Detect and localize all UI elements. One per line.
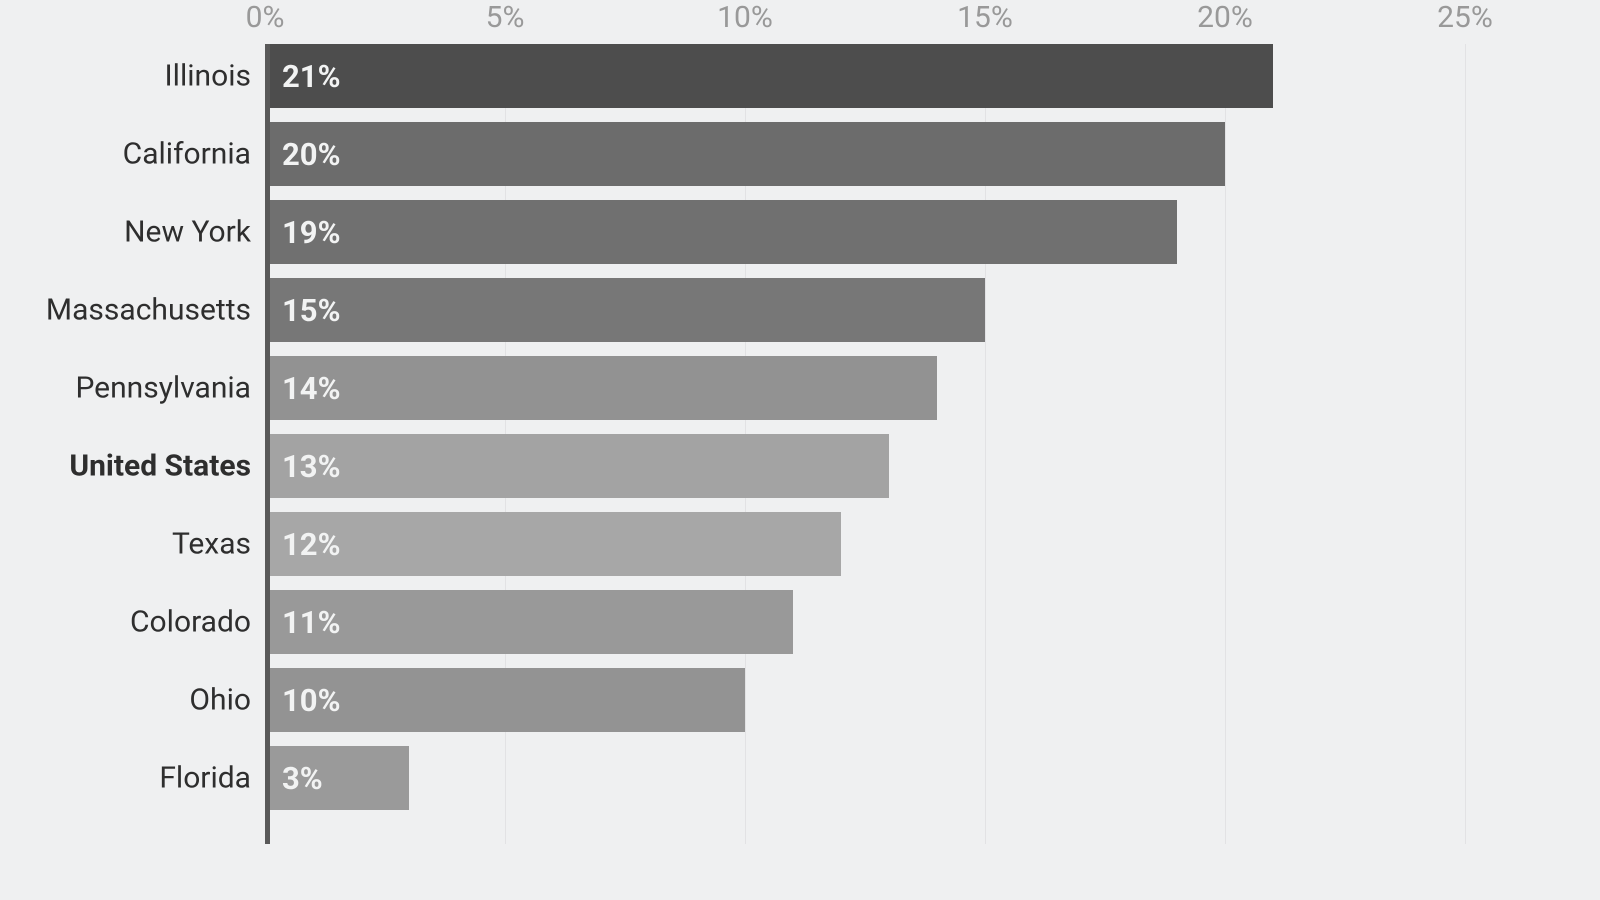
x-tick-label: 0% [246,0,285,35]
bar: 15% [270,278,985,342]
bar: 20% [270,122,1225,186]
bar-row: Florida3% [265,746,1465,810]
bar-row: Texas12% [265,512,1465,576]
y-axis-label: Texas [172,527,251,562]
bar: 14% [270,356,937,420]
bar-value-label: 20% [282,136,341,173]
y-axis-label: Ohio [189,683,251,718]
bar: 3% [270,746,409,810]
bar-value-label: 10% [282,682,341,719]
y-axis-label: Illinois [165,59,252,94]
y-axis-label: Florida [159,761,251,796]
x-tick-label: 25% [1437,0,1493,35]
bar-chart: 0%5%10%15%20%25% Illinois21%California20… [0,0,1600,900]
bar-row: Illinois21% [265,44,1465,108]
plot-area: Illinois21% California20% New York19% Massa… [265,44,1465,844]
bar-row: Ohio10% [265,668,1465,732]
x-tick-label: 20% [1197,0,1253,35]
bar: 13% [270,434,889,498]
x-tick-label: 5% [486,0,525,35]
bar-value-label: 13% [282,448,341,485]
gridline [1465,44,1466,844]
x-axis-top: 0% 5% 10% 15% 20% 25% [0,0,1600,44]
y-axis-label: California [123,137,251,172]
bar-row: Colorado11% [265,590,1465,654]
bar-value-label: 11% [282,604,341,641]
y-axis-label: New York [124,215,251,250]
bar-row: United States13% [265,434,1465,498]
bar-value-label: 19% [282,214,341,251]
y-axis-label: Pennsylvania [75,371,251,406]
bar-row: New York19% [265,200,1465,264]
bar-row: Pennsylvania14% [265,356,1465,420]
bar-value-label: 14% [282,370,341,407]
x-tick-label: 10% [717,0,773,35]
bar: 21% [270,44,1273,108]
bar-value-label: 21% [282,58,341,95]
bar-value-label: 3% [282,760,323,797]
bar-value-label: 12% [282,526,341,563]
bar-row: California20% [265,122,1465,186]
bar-row: Massachusetts15% [265,278,1465,342]
bar-value-label: 15% [282,292,341,329]
bar: 10% [270,668,745,732]
y-axis-label: Massachusetts [46,293,251,328]
x-tick-label: 15% [957,0,1013,35]
bar: 12% [270,512,841,576]
y-axis-label: United States [69,449,251,484]
y-axis-line [265,44,270,844]
bar: 11% [270,590,793,654]
bar: 19% [270,200,1177,264]
y-axis-label: Colorado [130,605,251,640]
